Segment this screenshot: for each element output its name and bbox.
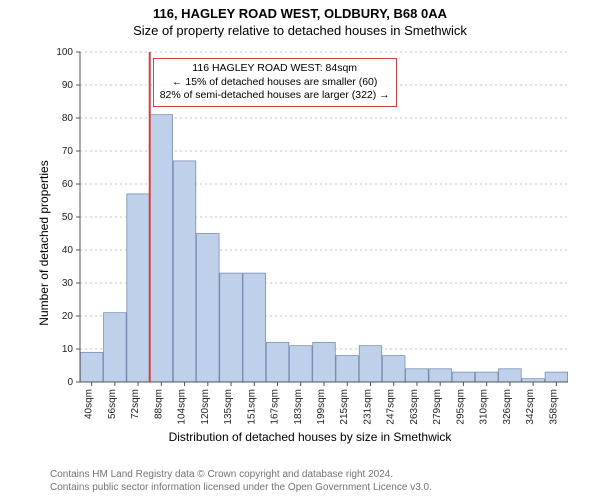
bar	[266, 342, 289, 382]
bar	[150, 115, 173, 382]
svg-text:263sqm: 263sqm	[409, 389, 420, 425]
bar	[336, 356, 359, 382]
svg-text:90: 90	[62, 80, 74, 91]
x-axis-label: Distribution of detached houses by size …	[169, 430, 452, 444]
bar	[289, 346, 312, 382]
svg-text:167sqm: 167sqm	[270, 389, 281, 425]
svg-text:88sqm: 88sqm	[153, 389, 164, 419]
page-title: 116, HAGLEY ROAD WEST, OLDBURY, B68 0AA	[0, 0, 600, 21]
svg-text:60: 60	[62, 179, 74, 190]
annotation-line: 116 HAGLEY ROAD WEST: 84sqm	[160, 62, 390, 76]
svg-text:20: 20	[62, 311, 74, 322]
bar	[545, 372, 568, 382]
svg-text:30: 30	[62, 278, 74, 289]
bar	[127, 194, 150, 382]
svg-text:56sqm: 56sqm	[107, 389, 118, 419]
svg-text:199sqm: 199sqm	[316, 389, 327, 425]
svg-text:215sqm: 215sqm	[339, 389, 350, 425]
svg-text:135sqm: 135sqm	[223, 389, 234, 425]
svg-text:100: 100	[56, 48, 73, 58]
svg-text:70: 70	[62, 146, 74, 157]
svg-text:342sqm: 342sqm	[525, 389, 536, 425]
annotation-box: 116 HAGLEY ROAD WEST: 84sqm ← 15% of det…	[153, 58, 397, 107]
svg-text:50: 50	[62, 212, 74, 223]
bar	[80, 352, 103, 382]
page-subtitle: Size of property relative to detached ho…	[0, 21, 600, 38]
bar	[197, 234, 220, 383]
bar	[104, 313, 127, 382]
license-line: Contains public sector information licen…	[50, 482, 432, 495]
bar	[475, 372, 498, 382]
svg-text:104sqm: 104sqm	[177, 389, 188, 425]
svg-text:80: 80	[62, 113, 74, 124]
svg-text:358sqm: 358sqm	[548, 389, 559, 425]
chart-container: Number of detached properties 0102030405…	[48, 48, 572, 438]
svg-text:120sqm: 120sqm	[200, 389, 211, 425]
bar	[359, 346, 382, 382]
svg-text:183sqm: 183sqm	[293, 389, 304, 425]
svg-text:310sqm: 310sqm	[479, 389, 490, 425]
license-text: Contains HM Land Registry data © Crown c…	[50, 469, 432, 494]
bar	[429, 369, 452, 382]
svg-text:231sqm: 231sqm	[362, 389, 373, 425]
svg-text:40: 40	[62, 245, 74, 256]
bar	[173, 161, 196, 382]
bar	[243, 273, 266, 382]
annotation-line: 82% of semi-detached houses are larger (…	[160, 89, 390, 103]
license-line: Contains HM Land Registry data © Crown c…	[50, 469, 432, 482]
svg-text:10: 10	[62, 344, 74, 355]
svg-text:326sqm: 326sqm	[502, 389, 513, 425]
svg-text:295sqm: 295sqm	[455, 389, 466, 425]
bar	[452, 372, 475, 382]
bar	[406, 369, 429, 382]
svg-text:0: 0	[67, 377, 73, 388]
bar	[313, 342, 336, 382]
y-axis-label: Number of detached properties	[37, 160, 51, 325]
svg-text:151sqm: 151sqm	[246, 389, 257, 425]
svg-text:279sqm: 279sqm	[432, 389, 443, 425]
svg-text:40sqm: 40sqm	[84, 389, 95, 419]
bar	[499, 369, 522, 382]
bar	[382, 356, 405, 382]
bar	[220, 273, 243, 382]
svg-text:247sqm: 247sqm	[386, 389, 397, 425]
svg-text:72sqm: 72sqm	[130, 389, 141, 419]
annotation-line: ← 15% of detached houses are smaller (60…	[160, 76, 390, 90]
